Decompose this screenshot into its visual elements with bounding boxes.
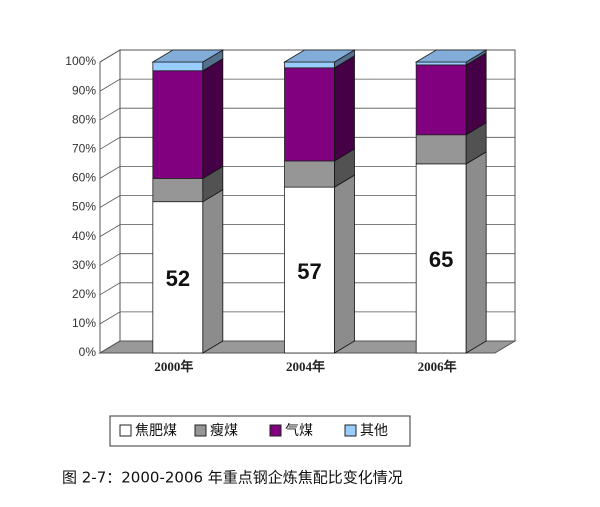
y-tick-label: 90% [72,83,96,97]
bar-segment [152,201,204,354]
legend-label: 焦肥煤 [135,423,177,439]
y-tick-label: 80% [72,112,96,126]
data-label: 52 [166,266,190,291]
bar-top [151,49,225,63]
grid-line [99,49,515,63]
grid-line [99,311,515,325]
x-tick-label: 2006年 [418,359,457,374]
data-label: 57 [297,259,321,284]
y-tick-label: 10% [72,316,96,330]
grid-line [99,107,515,121]
grid-line [99,78,515,92]
bar-segment-side [465,151,487,354]
grid-line [99,253,515,267]
bar-top [414,49,488,63]
legend-box [109,415,411,447]
bar-segment-side [334,55,355,162]
y-tick-label: 50% [72,200,96,214]
bar-top [283,49,356,63]
bar-segment [415,134,467,165]
legend-label: 瘦煤 [210,422,238,439]
grid-line [99,195,515,208]
legend-label: 气煤 [285,423,313,439]
x-tick-label: 2004年 [286,359,325,374]
bar-segment-side [465,52,487,136]
legend-swatch [344,424,357,437]
legend-swatch [194,424,207,437]
grid-line [99,340,515,354]
bar-segment [284,61,335,69]
grid-line [99,165,515,179]
data-label: 65 [429,247,453,272]
bar-segment-side [334,174,355,354]
grid-line [99,224,515,237]
bar-segment [284,67,335,162]
y-tick-label: 40% [72,229,96,243]
y-tick-label: 100% [65,54,96,68]
bar-segment [415,64,467,136]
y-tick-label: 70% [72,141,96,155]
grid-line [99,136,515,150]
bar-segment [152,177,204,203]
bar-segment [152,61,204,72]
y-tick-label: 30% [72,258,96,272]
y-tick-label: 0% [79,345,97,359]
legend-swatch [269,424,282,437]
y-tick-label: 20% [72,287,96,301]
grid-line [99,282,515,296]
chart-caption: 图 2-7：2000-2006 年重点钢企炼焦配比变化情况 [62,469,403,487]
x-tick-label: 2000年 [154,359,193,374]
legend-label: 其他 [360,423,388,439]
bar-segment [415,61,467,66]
bar-segment [152,70,204,179]
y-tick-label: 60% [72,171,96,185]
legend-swatch [119,424,132,437]
bar-segment [415,163,467,354]
bar-segment-side [202,188,224,354]
bar-segment-side [202,58,224,180]
bar-segment [284,160,335,188]
